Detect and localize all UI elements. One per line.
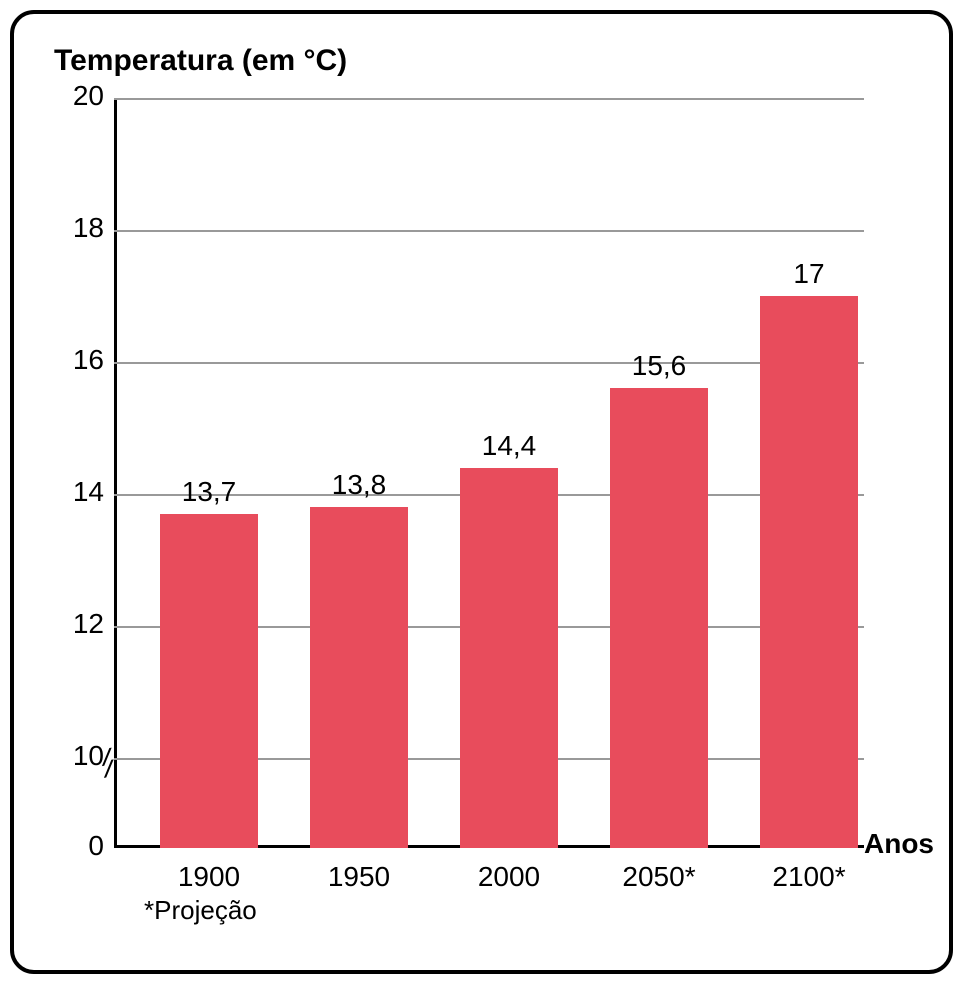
y-tick-label: 18 — [44, 212, 104, 244]
x-tick-label: 2100* — [750, 861, 868, 893]
chart-container: Temperatura (em °C) 0 10 12 14 16 18 20 13,7 13… — [10, 10, 953, 974]
chart-title: Temperatura (em °C) — [54, 44, 919, 78]
y-tick-label: 10 — [44, 740, 104, 772]
y-tick-label: 14 — [44, 476, 104, 508]
bar-value-label: 15,6 — [610, 350, 708, 382]
x-tick-label: 1950 — [300, 861, 418, 893]
y-tick-label: 20 — [44, 80, 104, 112]
bar: 13,7 — [160, 514, 258, 848]
axis-break-icon: ∕∕ — [104, 752, 112, 776]
grid-line — [114, 362, 864, 364]
x-tick-label: 1900 — [150, 861, 268, 893]
grid-line — [114, 98, 864, 100]
bar-value-label: 14,4 — [460, 430, 558, 462]
x-tick-label: 2050* — [600, 861, 718, 893]
y-tick-label: 12 — [44, 608, 104, 640]
y-tick-label: 16 — [44, 344, 104, 376]
bar: 14,4 — [460, 468, 558, 848]
plot-area: 0101214161820 13,713,814,415,617 1900195… — [114, 98, 864, 848]
x-tick-label: 2000 — [450, 861, 568, 893]
bar: 13,8 — [310, 507, 408, 848]
bar-value-label: 17 — [760, 258, 858, 290]
grid-line — [114, 230, 864, 232]
bar-value-label: 13,8 — [310, 469, 408, 501]
x-axis-title: Anos — [864, 828, 934, 860]
y-axis-line — [114, 98, 117, 848]
bar-value-label: 13,7 — [160, 476, 258, 508]
y-tick-label: 0 — [44, 830, 104, 862]
bar: 17 — [760, 296, 858, 848]
chart-footnote: *Projeção — [144, 895, 257, 926]
bar: 15,6 — [610, 388, 708, 848]
